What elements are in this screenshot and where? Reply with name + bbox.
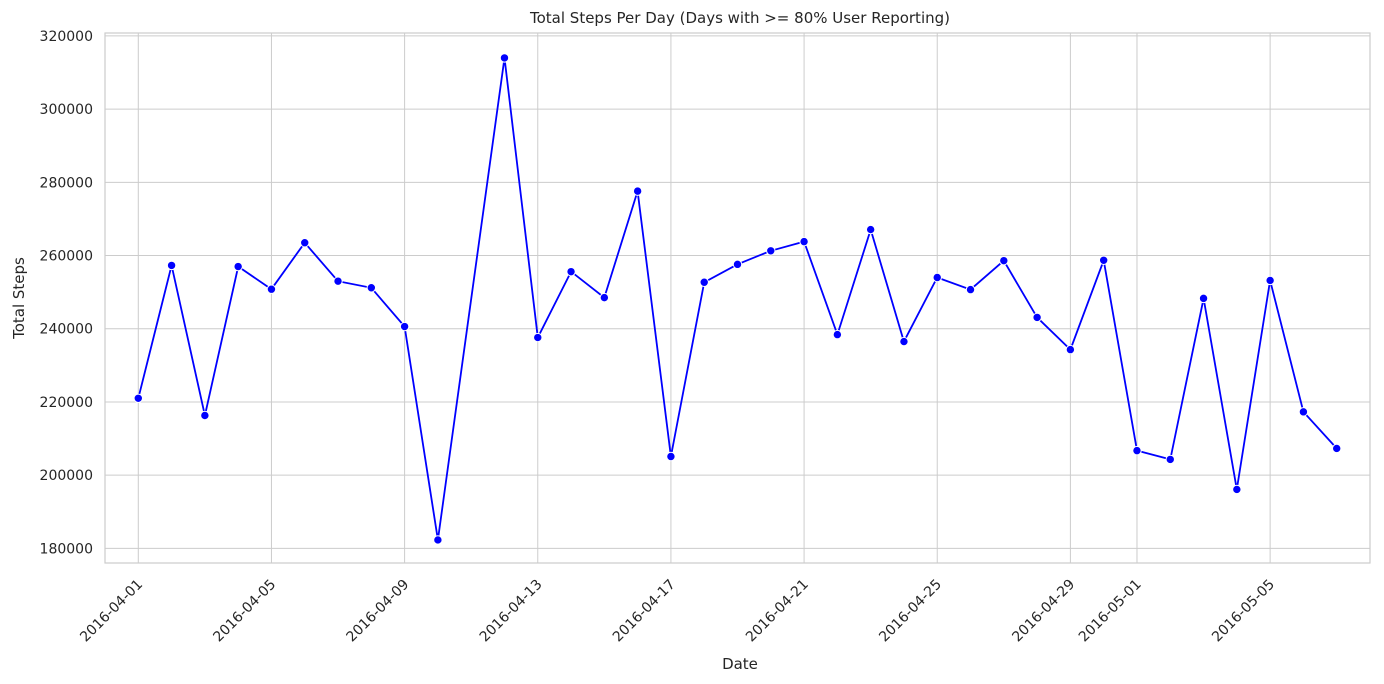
data-point bbox=[399, 321, 410, 332]
data-point bbox=[832, 329, 843, 340]
data-point bbox=[632, 186, 643, 196]
x-tick-label: 2016-04-01 bbox=[77, 577, 146, 646]
data-point bbox=[1165, 454, 1175, 465]
data-point bbox=[799, 236, 809, 247]
x-gridlines bbox=[137, 33, 1271, 563]
data-point bbox=[1298, 407, 1309, 417]
data-point bbox=[1098, 255, 1109, 265]
data-point bbox=[732, 259, 743, 270]
x-axis-label: Date bbox=[722, 655, 758, 673]
y-tick-label: 260000 bbox=[40, 249, 93, 265]
data-points bbox=[133, 53, 1342, 545]
y-tick-label: 200000 bbox=[40, 468, 93, 484]
y-axis-label: Total Steps bbox=[10, 257, 28, 340]
x-tick-label: 2016-04-21 bbox=[743, 577, 812, 646]
x-tick-label: 2016-05-05 bbox=[1209, 577, 1278, 646]
x-tick-label: 2016-04-29 bbox=[1009, 577, 1078, 646]
data-point bbox=[233, 261, 243, 272]
y-tick-labels: 180000 200000 220000 240000 260000 280000 3000… bbox=[40, 29, 93, 557]
data-point bbox=[266, 284, 277, 294]
data-point bbox=[333, 276, 343, 286]
data-point bbox=[566, 266, 576, 277]
data-point bbox=[666, 451, 676, 462]
y-tick-label: 180000 bbox=[40, 541, 93, 557]
data-point bbox=[599, 292, 610, 303]
series-line bbox=[137, 57, 1338, 541]
data-point bbox=[865, 224, 876, 235]
data-point bbox=[1265, 275, 1275, 286]
data-point bbox=[699, 277, 709, 287]
plot-frame bbox=[104, 32, 1371, 564]
y-tick-label: 240000 bbox=[40, 322, 93, 338]
data-point bbox=[300, 238, 310, 248]
data-point bbox=[1232, 484, 1242, 495]
x-tick-label: 2016-05-01 bbox=[1076, 577, 1145, 646]
x-tick-label: 2016-04-17 bbox=[610, 577, 679, 646]
y-tick-label: 320000 bbox=[40, 29, 93, 45]
data-point bbox=[766, 246, 776, 256]
x-tick-label: 2016-04-05 bbox=[210, 577, 279, 646]
y-tick-label: 280000 bbox=[40, 175, 93, 191]
data-point bbox=[1032, 312, 1042, 323]
data-point bbox=[166, 260, 177, 271]
data-point bbox=[932, 272, 942, 283]
data-point bbox=[1332, 443, 1342, 454]
data-point bbox=[200, 410, 210, 421]
data-point bbox=[999, 255, 1009, 266]
data-point bbox=[433, 535, 443, 545]
y-gridlines bbox=[105, 35, 1370, 549]
data-point bbox=[1065, 344, 1076, 355]
data-point bbox=[366, 283, 377, 293]
data-point bbox=[1132, 445, 1142, 456]
data-point bbox=[1198, 293, 1209, 304]
y-tick-label: 220000 bbox=[40, 395, 93, 411]
y-tick-label: 300000 bbox=[40, 102, 93, 118]
x-tick-label: 2016-04-09 bbox=[344, 577, 413, 646]
x-tick-label: 2016-04-13 bbox=[477, 577, 546, 646]
x-tick-labels: 2016-04-01 2016-04-05 2016-04-09 2016-04-13… bbox=[77, 577, 1278, 646]
chart-title: Total Steps Per Day (Days with >= 80% Us… bbox=[529, 9, 950, 27]
data-point bbox=[533, 332, 543, 343]
data-point bbox=[965, 284, 976, 295]
data-point bbox=[899, 336, 909, 347]
data-point bbox=[499, 53, 510, 63]
x-tick-label: 2016-04-25 bbox=[876, 577, 945, 646]
data-point bbox=[133, 393, 143, 403]
